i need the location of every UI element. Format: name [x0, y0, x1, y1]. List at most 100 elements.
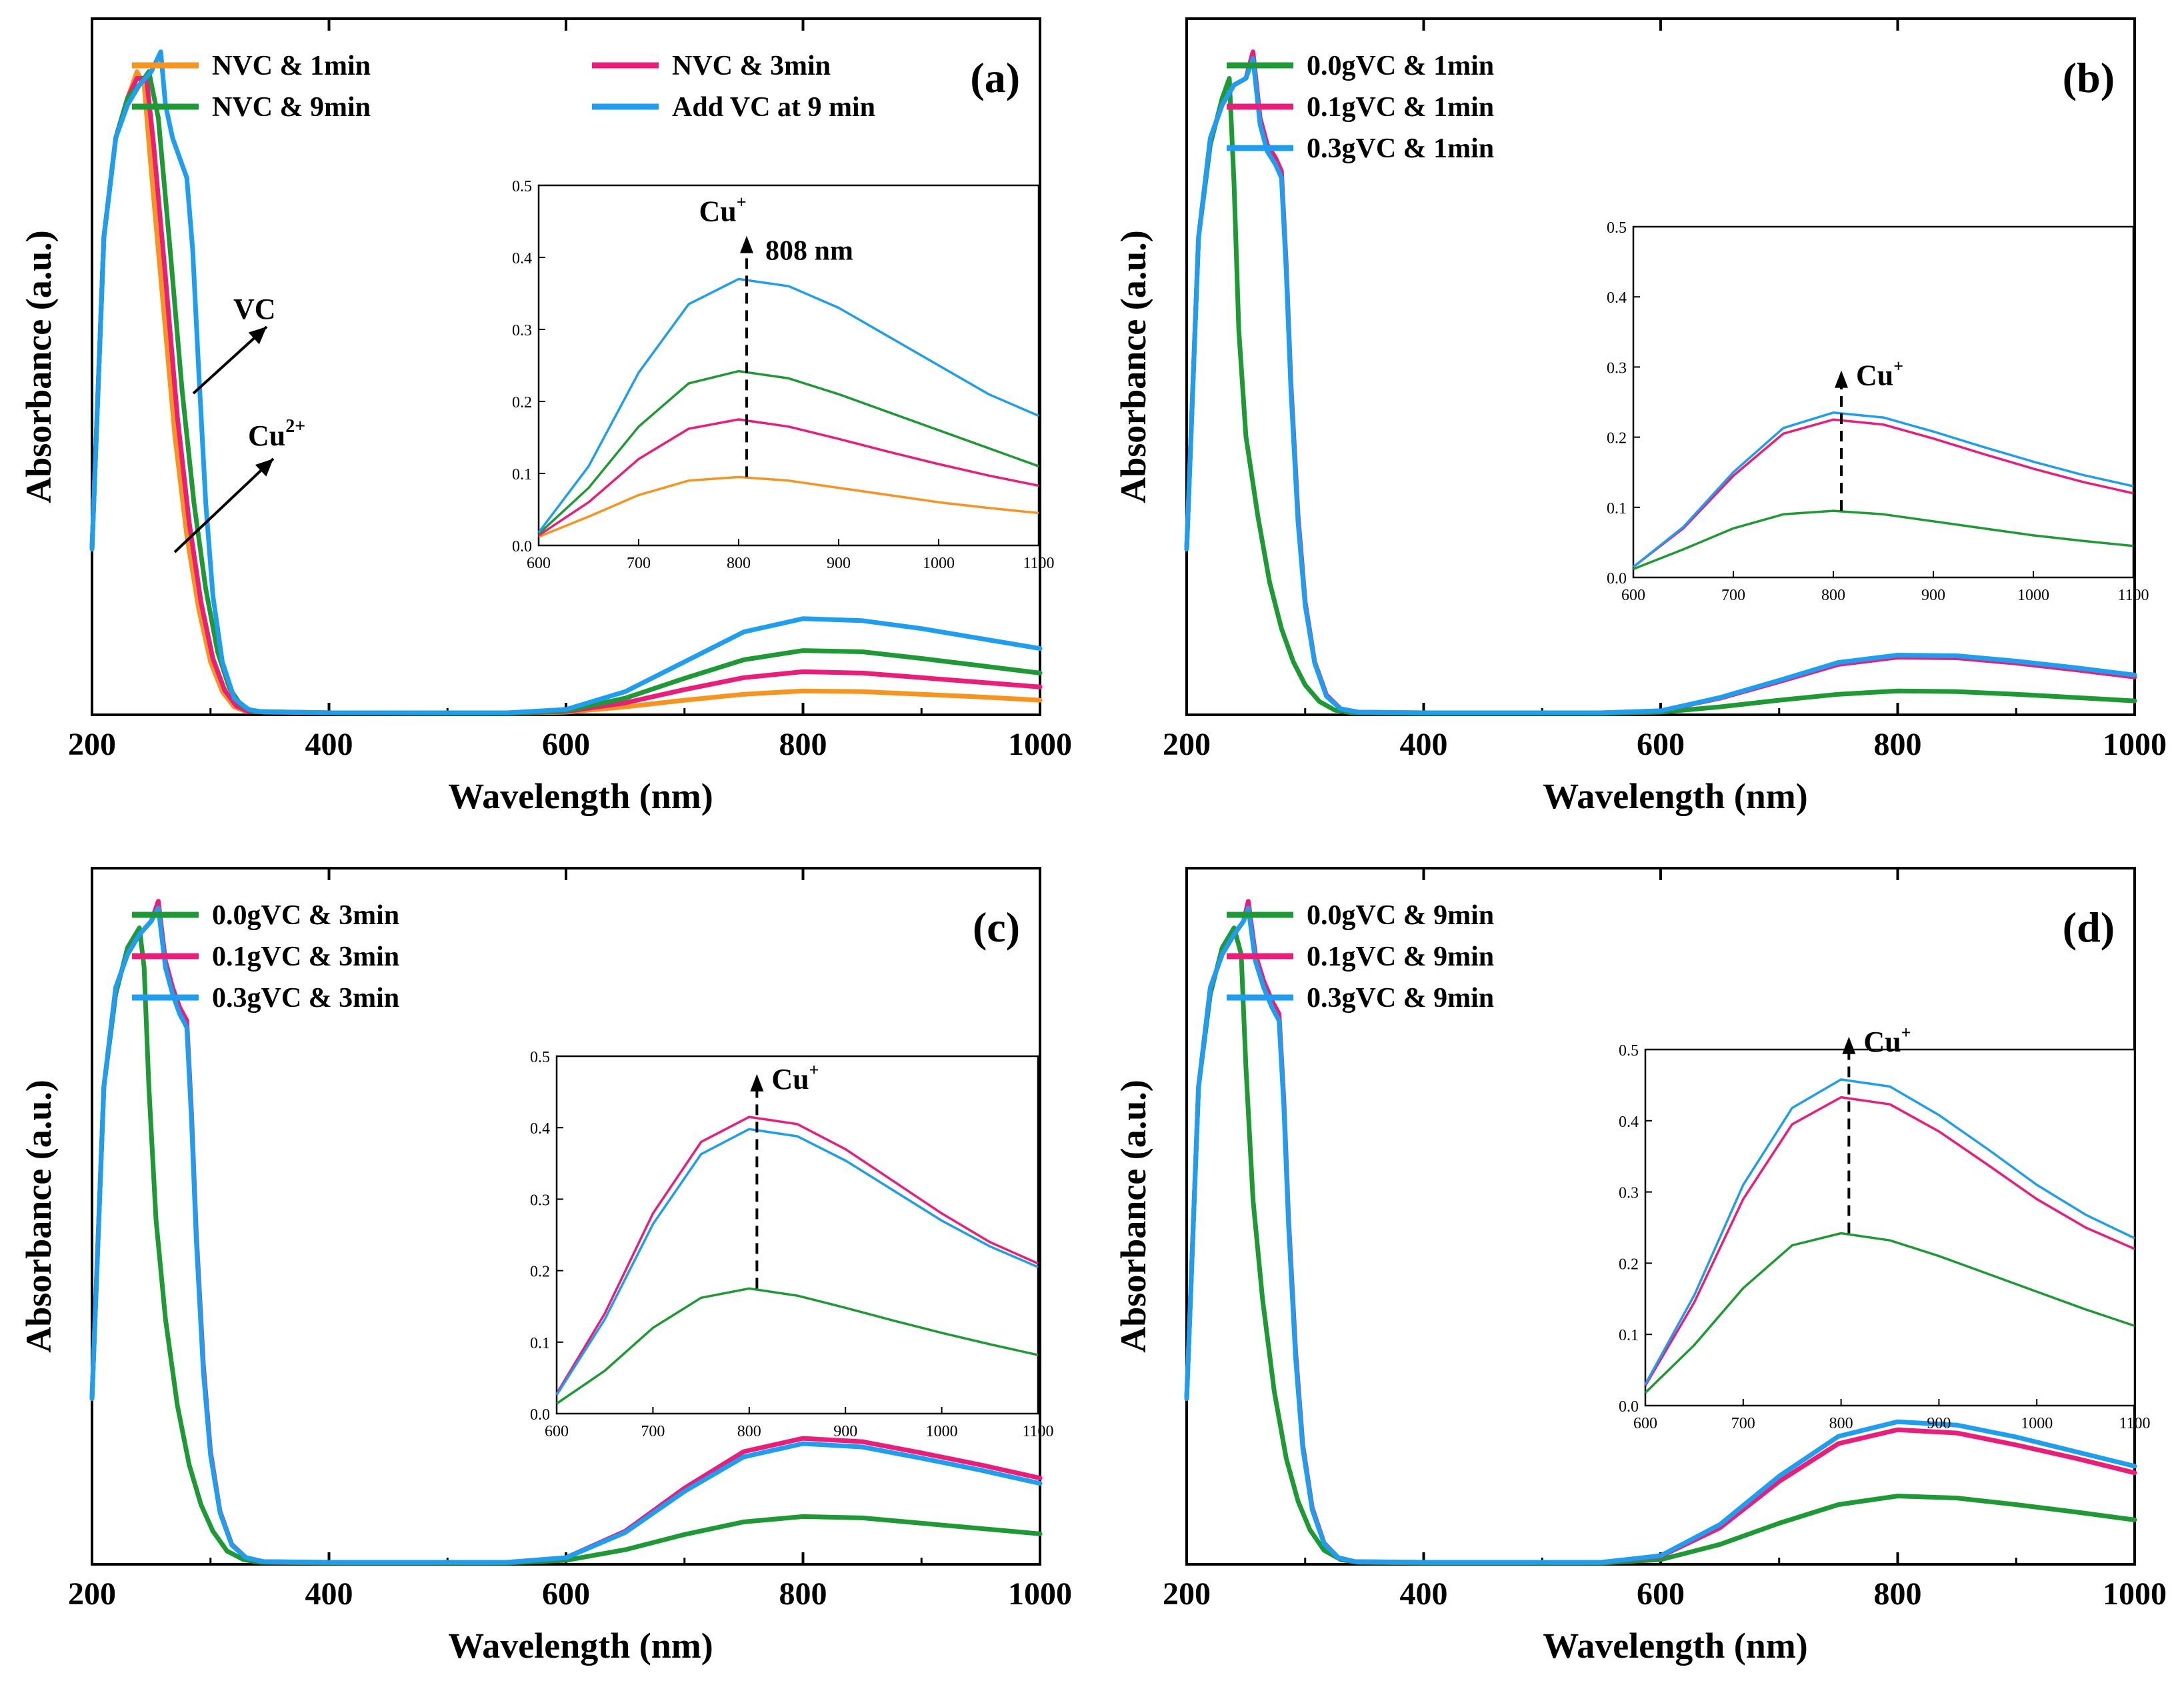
legend-entry: 0.0gVC & 9min: [1307, 900, 1494, 931]
inset-y-tick-label: 0.1: [1619, 1327, 1639, 1344]
inset-x-tick-label: 700: [641, 1423, 665, 1440]
legend-entry: 0.3gVC & 3min: [212, 983, 399, 1014]
inset-x-tick-label: 1100: [1022, 1423, 1053, 1440]
legend-entry: Add VC at 9 min: [672, 92, 875, 123]
x-tick-label: 400: [305, 727, 353, 762]
panel-label: (a): [970, 54, 1020, 101]
legend: 0.0gVC & 3min 0.1gVC & 3min 0.3gVC & 3min: [132, 900, 399, 1014]
inset-x-tick-label: 900: [1927, 1415, 1951, 1432]
inset-series-line: [1632, 418, 2134, 568]
x-axis-label: Wavelength (nm): [448, 1626, 713, 1666]
inset-y-tick-label: 0.0: [530, 1406, 550, 1424]
inset-series-line: [555, 1116, 1039, 1394]
legend-entry: 0.3gVC & 9min: [1307, 983, 1494, 1014]
inset-marker-label: Cu+: [771, 1060, 819, 1096]
inset-marker-arrowhead: [1835, 370, 1848, 388]
inset-frame: [555, 1055, 1039, 1415]
inset-x-tick-label: 700: [627, 555, 651, 572]
x-axis-label: Wavelength (nm): [1543, 776, 1808, 816]
inset-y-tick-label: 0.5: [1619, 1042, 1639, 1060]
inset-series-line: [537, 277, 1039, 533]
inset-series-line: [1644, 1096, 2135, 1386]
inset-series-line: [537, 369, 1039, 535]
inset-series-line: [1644, 1232, 2135, 1394]
inset-x-tick-label: 900: [827, 555, 851, 572]
inset-series-line: [538, 418, 1039, 537]
inset-x-tick-label: 1100: [2119, 1415, 2150, 1432]
inset-marker-note: 808 nm: [765, 236, 853, 267]
inset-y-tick-label: 0.5: [512, 178, 532, 195]
inset-x-tick-label: 1100: [2117, 587, 2149, 604]
panel-label: (d): [2063, 904, 2115, 951]
legend-entry: 0.0gVC & 1min: [1307, 51, 1494, 81]
x-tick-label: 1000: [1008, 1576, 1072, 1612]
inset-x-tick-label: 800: [727, 555, 751, 572]
inset: 600 700 800 900 1000 1100 0.0 0.1 0.2 0.3 0.4 0.5 Cu…: [530, 1049, 1054, 1440]
inset-y-tick-label: 0.4: [512, 250, 532, 267]
inset-x-tick-label: 700: [1721, 587, 1745, 604]
inset-y-tick-label: 0.4: [530, 1120, 550, 1138]
inset-x-tick-label: 900: [1921, 587, 1945, 604]
panel-label: (c): [973, 904, 1020, 951]
annotation-arrow-head: [248, 327, 267, 345]
annotation-arrow-line: [173, 457, 275, 553]
inset-y-tick-label: 0.0: [1619, 1398, 1639, 1416]
x-tick-label: 400: [1400, 1576, 1448, 1612]
series-line: [89, 76, 1043, 716]
legend-entry: NVC & 9min: [212, 92, 371, 123]
x-tick-label: 1000: [2103, 727, 2167, 762]
inset-x-tick-label: 600: [545, 1423, 569, 1440]
inset-frame: [1632, 225, 2135, 579]
panel-1: 200 400 600 800 1000 Wavelength (nm) Absorbanc…: [19, 17, 1072, 816]
inset-y-tick-label: 0.1: [530, 1335, 550, 1352]
x-tick-label: 1000: [1008, 727, 1072, 762]
legend-entry: 0.3gVC & 1min: [1307, 133, 1494, 164]
legend-entry: 0.1gVC & 9min: [1307, 942, 1494, 972]
inset: 600 700 800 900 1000 1100 0.0 0.1 0.2 0.3 0.4 0.5 Cu…: [1619, 1023, 2151, 1432]
inset-y-tick-label: 0.0: [1607, 570, 1627, 587]
inset-x-tick-label: 1000: [923, 555, 955, 572]
series-line: [89, 926, 1043, 1566]
inset-y-tick-label: 0.0: [512, 538, 532, 555]
x-tick-label: 200: [68, 727, 116, 762]
inset-y-tick-label: 0.5: [530, 1049, 550, 1066]
legend: 0.0gVC & 9min 0.1gVC & 9min 0.3gVC & 9min: [1227, 900, 1494, 1014]
x-tick-label: 600: [1637, 727, 1685, 762]
x-tick-label: 200: [1163, 727, 1211, 762]
series-line: [89, 906, 1043, 1565]
inset-series-line: [555, 1128, 1039, 1396]
inset-frame: [1644, 1048, 2136, 1407]
series-line: [89, 49, 1043, 715]
y-axis-label: Absorbance (a.u.): [1113, 1080, 1153, 1353]
inset-x-tick-label: 1000: [2021, 1415, 2053, 1432]
legend: NVC & 1min NVC & 3min NVC & 9min Add VC at …: [132, 51, 875, 123]
inset-x-tick-label: 1000: [926, 1423, 958, 1440]
inset-series-line: [538, 475, 1039, 538]
x-tick-label: 600: [1637, 1576, 1685, 1612]
x-tick-label: 800: [1874, 727, 1922, 762]
inset: 600 700 800 900 1000 1100 0.0 0.1 0.2 0.3 0.4 0.5 Cu…: [512, 178, 1055, 572]
x-tick-label: 800: [779, 727, 827, 762]
inset-y-tick-label: 0.3: [512, 322, 532, 339]
x-tick-label: 200: [1163, 1576, 1211, 1612]
x-tick-label: 200: [68, 1576, 116, 1612]
inset-series-line: [1644, 1078, 2135, 1385]
inset-x-tick-label: 800: [1821, 587, 1845, 604]
inset-marker-arrowhead: [1842, 1036, 1856, 1054]
panel-3: 200 400 600 800 1000 Wavelength (nm) Absorbanc…: [19, 867, 1072, 1666]
panel-2: 200 400 600 800 1000 Wavelength (nm) Absorbanc…: [1113, 17, 2167, 816]
legend-entry: 0.0gVC & 3min: [212, 900, 399, 931]
x-tick-label: 400: [305, 1576, 353, 1612]
inset-marker-arrowhead: [740, 235, 753, 253]
inset-y-tick-label: 0.2: [1619, 1256, 1639, 1273]
x-tick-label: 600: [542, 727, 590, 762]
series-line: [1184, 56, 2137, 715]
inset-y-tick-label: 0.2: [1607, 430, 1627, 447]
x-tick-label: 600: [542, 1576, 590, 1612]
x-tick-label: 800: [1874, 1576, 1922, 1612]
annotation-arrow-head: [255, 459, 273, 477]
inset-frame: [537, 184, 1040, 547]
inset-x-tick-label: 1100: [1023, 555, 1054, 572]
inset-y-tick-label: 0.4: [1607, 289, 1627, 307]
inset-marker-label: Cu+: [699, 193, 746, 228]
